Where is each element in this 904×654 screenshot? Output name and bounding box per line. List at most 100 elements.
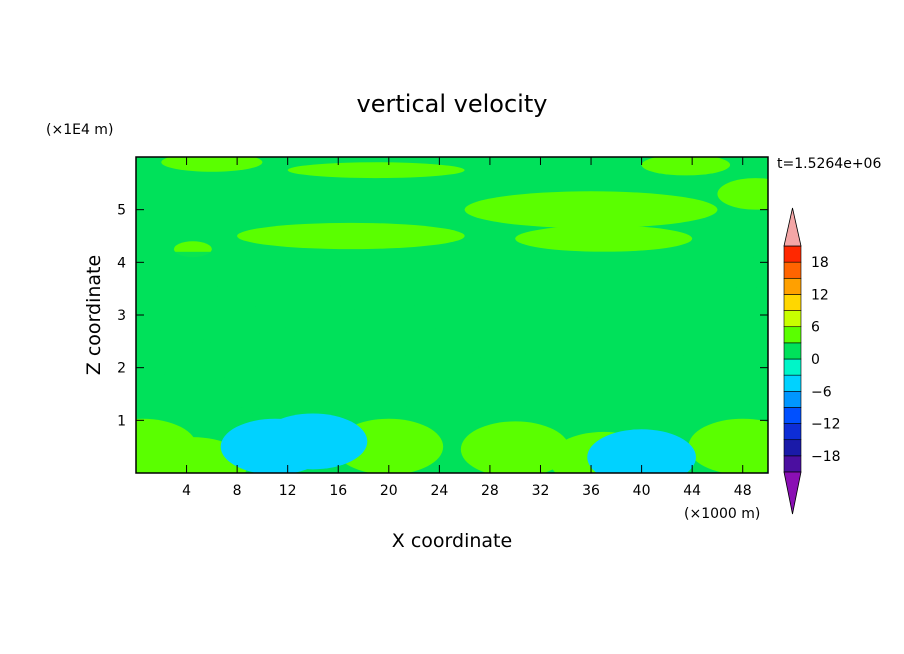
y-axis-title: Z coordinate	[83, 255, 105, 375]
texture-cell	[145, 320, 164, 332]
upper-band-patch	[161, 157, 263, 172]
texture-cell	[639, 346, 648, 354]
y-tick-label: 5	[117, 203, 126, 219]
texture-cell	[341, 395, 361, 402]
upper-band-patch	[515, 225, 693, 252]
colorbar-over-triangle	[783, 207, 802, 247]
texture-cell	[692, 303, 706, 315]
texture-cell	[642, 315, 659, 321]
texture-cell	[379, 370, 396, 375]
texture-cell	[250, 362, 258, 373]
texture-cell	[724, 361, 747, 373]
texture-cell	[385, 377, 399, 382]
texture-cell	[533, 305, 544, 318]
texture-cell	[546, 410, 553, 417]
lower-feature-contour	[138, 437, 248, 473]
colorbar-segment	[783, 261, 802, 279]
texture-cell	[538, 347, 559, 360]
x-tick-label: 8	[233, 483, 242, 499]
x-unit-label: (×1000 m)	[684, 506, 760, 522]
texture-cell	[419, 372, 440, 379]
colorbar-segment	[783, 374, 802, 392]
texture-cell	[426, 342, 439, 349]
texture-cell	[282, 259, 294, 271]
y-tick-label: 3	[117, 308, 126, 324]
texture-cell	[262, 347, 282, 359]
texture-cell	[204, 359, 219, 373]
texture-cell	[186, 378, 208, 385]
texture-cell	[346, 297, 363, 310]
x-axis-title: X coordinate	[392, 530, 512, 552]
texture-cell	[551, 364, 573, 373]
texture-cell	[281, 329, 298, 336]
texture-cell	[692, 357, 703, 364]
x-tick-label: 28	[481, 483, 499, 499]
texture-cell	[236, 256, 251, 263]
texture-cell	[623, 364, 642, 378]
y-tick-label: 4	[117, 255, 126, 271]
texture-cell	[590, 360, 598, 369]
texture-cell	[580, 271, 593, 283]
colorbar-segment	[783, 455, 802, 473]
texture-cell	[446, 289, 464, 302]
texture-cell	[164, 369, 180, 380]
texture-cell	[442, 339, 465, 351]
colorbar-segment	[783, 423, 802, 441]
colorbar-segment	[783, 294, 802, 311]
texture-cell	[317, 392, 326, 399]
texture-cell	[654, 292, 674, 302]
texture-cell	[214, 377, 230, 383]
texture-cell	[712, 273, 732, 285]
texture-cell	[525, 349, 548, 355]
x-tick-label: 12	[279, 483, 297, 499]
texture-cell	[593, 332, 604, 343]
x-tick-label: 36	[582, 483, 600, 499]
texture-cell	[318, 255, 326, 260]
texture-cell	[441, 323, 450, 330]
texture-cell	[341, 405, 349, 417]
texture-cell	[140, 372, 149, 380]
y-tick-label: 2	[117, 361, 126, 377]
x-tick-label: 24	[430, 483, 448, 499]
texture-cell	[293, 375, 313, 381]
texture-cell	[397, 301, 417, 307]
x-tick-label: 20	[380, 483, 398, 499]
colorbar-tick-label: 18	[811, 255, 829, 271]
texture-cell	[306, 317, 315, 329]
y-axis: 1 2 3 4 5	[117, 203, 768, 429]
texture-cell	[737, 315, 750, 323]
texture-cell	[476, 329, 497, 338]
texture-cell	[415, 291, 428, 305]
x-tick-label: 32	[532, 483, 550, 499]
texture-cell	[151, 288, 176, 294]
texture-cell	[697, 322, 705, 329]
colorbar-segment	[783, 245, 802, 263]
texture-cell	[742, 271, 753, 277]
texture-cell	[442, 402, 454, 412]
texture-cell	[730, 411, 743, 419]
colorbar-segment	[783, 358, 802, 376]
texture-cell	[304, 356, 317, 363]
lower-feature-contour	[688, 418, 768, 473]
colorbar-segment	[783, 326, 802, 344]
colorbar-segment	[783, 407, 802, 424]
texture-cell	[391, 324, 411, 332]
x-axis: 4 8 12 16 20 24 28 32 36 40 44 48	[182, 157, 752, 499]
x-tick-label: 16	[329, 483, 347, 499]
texture-cell	[631, 391, 641, 396]
texture-cell	[231, 407, 253, 422]
texture-cell	[196, 333, 211, 340]
texture-cell	[176, 384, 185, 395]
texture-cell	[203, 286, 227, 294]
upper-band-patch	[287, 162, 465, 179]
texture-cell	[424, 327, 444, 333]
texture-cell	[435, 370, 450, 381]
texture-cell	[377, 271, 397, 283]
upper-band-patch	[237, 222, 465, 250]
x-tick-label: 4	[182, 483, 191, 499]
texture-cell	[320, 267, 338, 276]
texture-cell	[421, 386, 436, 394]
texture-cell	[414, 258, 437, 267]
texture-cell	[546, 274, 557, 280]
